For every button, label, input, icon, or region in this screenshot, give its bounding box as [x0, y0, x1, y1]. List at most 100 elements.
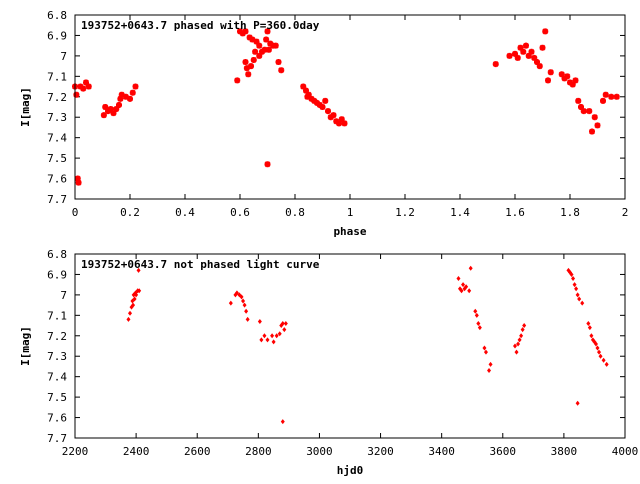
- y-tick-label: 7: [60, 289, 67, 302]
- data-point: [118, 91, 125, 98]
- y-tick-label: 7.1: [47, 70, 67, 83]
- data-point: [107, 106, 114, 113]
- data-point: [330, 112, 337, 119]
- x-axis-label: phase: [333, 225, 366, 238]
- data-point: [117, 95, 124, 102]
- data-point: [602, 91, 609, 98]
- data-point: [539, 44, 546, 51]
- data-point: [567, 79, 573, 86]
- data-point: [528, 48, 535, 55]
- data-point: [522, 323, 527, 329]
- data-point: [577, 296, 582, 302]
- data-point: [586, 321, 591, 327]
- data-point: [239, 294, 244, 300]
- data-point: [234, 290, 239, 296]
- data-point: [256, 52, 263, 59]
- data-point: [132, 296, 137, 302]
- y-axis-label: I[mag]: [19, 326, 32, 366]
- data-point: [516, 341, 521, 347]
- y-tick-label: 7.6: [47, 412, 67, 425]
- data-point: [514, 54, 521, 61]
- x-tick-label: 3600: [490, 445, 517, 458]
- data-point: [519, 333, 524, 339]
- data-point: [242, 59, 249, 66]
- data-point: [267, 40, 274, 47]
- data-point: [132, 83, 139, 90]
- data-point: [270, 333, 275, 339]
- data-point: [512, 50, 518, 57]
- data-point: [127, 95, 133, 102]
- data-point: [249, 36, 256, 43]
- y-tick-label: 7: [60, 50, 67, 63]
- data-point: [248, 63, 254, 70]
- data-point: [316, 101, 323, 108]
- y-tick-label: 7.3: [47, 111, 67, 124]
- data-point: [278, 67, 285, 74]
- unphased-light-curve-panel: 2200 2400 2600 2800 3000 3200 3400 3600 3800 4000…: [19, 248, 638, 477]
- data-point: [572, 282, 577, 288]
- data-point: [569, 81, 576, 88]
- data-point: [311, 97, 318, 104]
- data-point: [513, 343, 517, 349]
- y-tick-label: 7.2: [47, 91, 67, 104]
- data-point: [594, 122, 601, 129]
- data-point: [85, 83, 92, 90]
- data-point: [241, 298, 246, 304]
- data-point: [536, 63, 543, 70]
- data-point: [593, 341, 598, 347]
- data-point: [122, 93, 129, 100]
- data-point: [517, 337, 522, 343]
- data-point: [338, 116, 345, 123]
- data-point: [488, 361, 493, 367]
- data-point: [589, 128, 595, 135]
- data-point: [534, 59, 540, 66]
- data-point: [252, 48, 259, 55]
- x-tick-label: 0: [72, 206, 79, 219]
- y-tick-label: 7.4: [47, 132, 67, 145]
- data-point: [322, 97, 329, 104]
- data-point: [253, 38, 260, 45]
- chart-title: 193752+0643.7 not phased light curve: [81, 258, 320, 271]
- y-tick-label: 7.3: [47, 350, 67, 363]
- data-point: [514, 349, 519, 355]
- data-point: [482, 345, 487, 351]
- data-point: [598, 353, 603, 359]
- y-tick-label: 7.7: [47, 193, 67, 206]
- data-point: [492, 61, 499, 68]
- data-point: [265, 337, 270, 343]
- data-point: [574, 286, 579, 292]
- data-point: [464, 284, 469, 290]
- data-point: [242, 28, 249, 35]
- data-point: [542, 28, 549, 35]
- data-point: [259, 337, 264, 343]
- data-point: [126, 316, 131, 322]
- data-point: [77, 83, 84, 90]
- x-tick-label: 4000: [612, 445, 639, 458]
- data-point: [262, 333, 267, 339]
- data-point: [234, 77, 241, 84]
- data-point: [257, 318, 262, 324]
- data-point: [75, 179, 82, 186]
- data-point: [341, 120, 348, 127]
- x-tick-label: 3800: [551, 445, 578, 458]
- data-point: [137, 288, 142, 294]
- x-tick-label: 3200: [367, 445, 394, 458]
- y-tick-label: 6.8: [47, 9, 67, 22]
- data-point: [275, 59, 282, 66]
- y-tick-label: 7.4: [47, 371, 67, 384]
- data-point: [319, 104, 326, 110]
- data-point: [477, 325, 482, 331]
- data-point: [116, 101, 122, 108]
- data-point: [575, 292, 580, 298]
- x-tick-label: 2600: [184, 445, 211, 458]
- x-tick-label: 1.2: [395, 206, 415, 219]
- data-point: [525, 52, 532, 59]
- data-point: [239, 30, 246, 37]
- data-point: [303, 87, 309, 94]
- data-point: [476, 321, 481, 327]
- data-point: [261, 46, 268, 53]
- data-point: [73, 91, 80, 98]
- data-point: [136, 267, 141, 273]
- x-axis-label: hjd0: [337, 464, 364, 477]
- data-point: [473, 308, 478, 314]
